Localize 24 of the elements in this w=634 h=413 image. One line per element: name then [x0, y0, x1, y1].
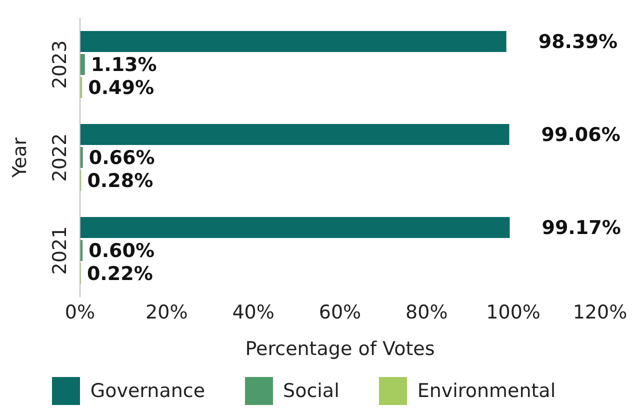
- x-tick-label: 100%: [486, 301, 540, 324]
- data-label: 0.66%: [88, 147, 155, 170]
- x-axis-title: Percentage of Votes: [245, 338, 435, 360]
- data-label: 0.22%: [86, 263, 153, 286]
- data-label: 0.49%: [88, 77, 154, 100]
- data-label: 99.06%: [541, 124, 620, 146]
- y-axis-title: Year: [9, 137, 31, 179]
- x-tick-label: 20%: [146, 301, 188, 324]
- data-label: 98.39%: [538, 31, 618, 54]
- x-tick-label: 120%: [572, 301, 628, 324]
- y-tick-label: 2021: [49, 226, 71, 275]
- x-tick-label: 60%: [318, 301, 362, 324]
- legend-label: Governance: [90, 380, 206, 402]
- x-tick-label: 40%: [232, 301, 274, 324]
- y-tick-label: 2022: [49, 133, 71, 182]
- legend-label: Social: [283, 380, 340, 402]
- data-label: 0.28%: [87, 170, 154, 192]
- data-label: 0.60%: [88, 240, 155, 262]
- data-label: 99.17%: [542, 217, 621, 240]
- legend-label: Environmental: [417, 380, 556, 402]
- y-tick-label: 2023: [49, 40, 71, 89]
- data-label: 1.13%: [90, 54, 157, 76]
- x-tick-label: 0%: [64, 301, 96, 324]
- x-tick-label: 80%: [406, 301, 448, 324]
